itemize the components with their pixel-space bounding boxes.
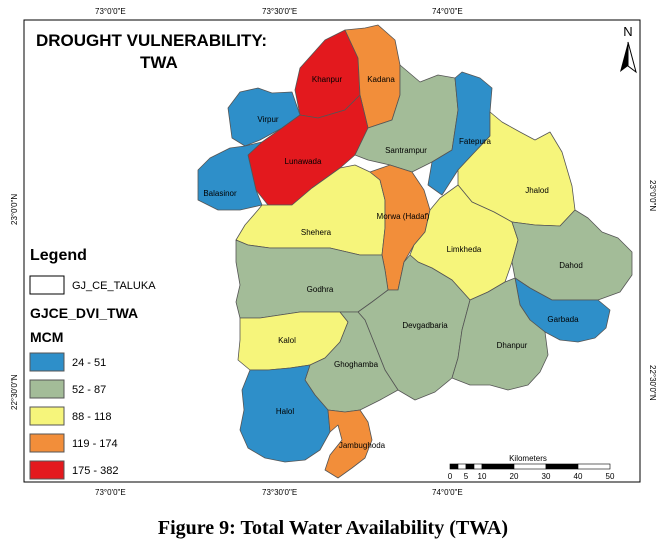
- scale-segment: [465, 463, 475, 470]
- scale-tick-label: 40: [574, 472, 583, 481]
- taluka-label-morwa-hadaf: Morwa (Hadaf): [377, 212, 430, 221]
- taluka-jambughoda: [324, 409, 373, 479]
- scale-tick-label: 50: [606, 472, 615, 481]
- taluka-label-halol: Halol: [276, 407, 294, 416]
- taluka-label-jambughoda: Jambughoda: [339, 441, 386, 450]
- coord-left-2: 22°30'0"N: [10, 374, 19, 410]
- north-label: N: [623, 24, 632, 39]
- taluka-label-godhra: Godhra: [307, 285, 334, 294]
- scale-segment: [449, 463, 459, 470]
- scale-segment: [473, 463, 483, 470]
- legend-layer-title: GJCE_DVI_TWA: [30, 305, 138, 321]
- taluka-label-virpur: Virpur: [257, 115, 279, 124]
- figure-caption: Figure 9: Total Water Availability (TWA): [157, 517, 509, 539]
- taluka-label-limkheda: Limkheda: [447, 245, 482, 254]
- scale-segment: [513, 463, 547, 470]
- scale-tick-label: 20: [510, 472, 519, 481]
- scale-bar: Kilometers 0 5 10 20 30 40 50: [448, 454, 615, 481]
- coord-top-2: 73°30'0"E: [262, 7, 297, 16]
- taluka-label-santrampur: Santrampur: [385, 146, 427, 155]
- taluka-label-garbada: Garbada: [547, 315, 579, 324]
- scale-tick-label: 30: [542, 472, 551, 481]
- legend-boundary-swatch: [29, 275, 65, 295]
- scale-tick-label: 0: [448, 472, 453, 481]
- scale-segment: [545, 463, 579, 470]
- legend-class-label-4: 175 - 382: [72, 465, 118, 477]
- scale-tick-label: 5: [464, 472, 469, 481]
- taluka-label-ghoghamba: Ghoghamba: [334, 360, 379, 369]
- coord-top-1: 73°0'0"E: [95, 7, 126, 16]
- legend-swatch-1: [29, 379, 65, 399]
- scale-segment: [481, 463, 515, 470]
- legend-unit: MCM: [30, 329, 63, 345]
- legend-swatch-2: [29, 406, 65, 426]
- scale-segment: [457, 463, 467, 470]
- taluka-label-kalol: Kalol: [278, 336, 296, 345]
- legend-class-label-1: 52 - 87: [72, 384, 106, 396]
- scale-tick-label: 10: [478, 472, 487, 481]
- scale-unit: Kilometers: [509, 454, 547, 463]
- coord-left-1: 23°0'0"N: [10, 194, 19, 225]
- coord-right-1: 23°0'0"N: [648, 180, 657, 211]
- taluka-label-balasinor: Balasinor: [203, 189, 237, 198]
- map-title-line2: TWA: [140, 53, 178, 72]
- taluka-label-jhalod: Jhalod: [525, 186, 549, 195]
- taluka-dhanpur: [451, 277, 549, 391]
- north-arrow-icon: N: [620, 24, 637, 74]
- scale-segment: [577, 463, 611, 470]
- taluka-halol: [239, 364, 331, 463]
- coord-right-2: 22°30'0"N: [648, 365, 657, 401]
- coord-top-3: 74°0'0"E: [432, 7, 463, 16]
- taluka-balasinor: [197, 141, 263, 211]
- taluka-label-devgadbaria: Devgadbaria: [402, 321, 448, 330]
- taluka-label-fatepura: Fatepura: [459, 137, 492, 146]
- legend-swatch-4: [29, 460, 65, 480]
- legend-class-label-0: 24 - 51: [72, 357, 106, 369]
- legend-boundary-label: GJ_CE_TALUKA: [72, 280, 156, 292]
- coord-bottom-1: 73°0'0"E: [95, 488, 126, 497]
- legend-swatch-3: [29, 433, 65, 453]
- legend: Legend GJ_CE_TALUKA GJCE_DVI_TWA MCM 24 …: [29, 247, 156, 480]
- taluka-label-khanpur: Khanpur: [312, 75, 343, 84]
- coord-bottom-2: 73°30'0"E: [262, 488, 297, 497]
- taluka-label-lunawada: Lunawada: [285, 157, 322, 166]
- map-title-line1: DROUGHT VULNERABILITY:: [36, 31, 267, 50]
- legend-swatch-0: [29, 352, 65, 372]
- taluka-label-dahod: Dahod: [559, 261, 583, 270]
- legend-class-label-3: 119 - 174: [72, 438, 118, 450]
- taluka-label-kadana: Kadana: [367, 75, 395, 84]
- coord-bottom-3: 74°0'0"E: [432, 488, 463, 497]
- legend-class-label-2: 88 - 118: [72, 411, 112, 423]
- taluka-label-dhanpur: Dhanpur: [497, 341, 528, 350]
- legend-heading: Legend: [30, 247, 87, 264]
- taluka-label-shehera: Shehera: [301, 228, 332, 237]
